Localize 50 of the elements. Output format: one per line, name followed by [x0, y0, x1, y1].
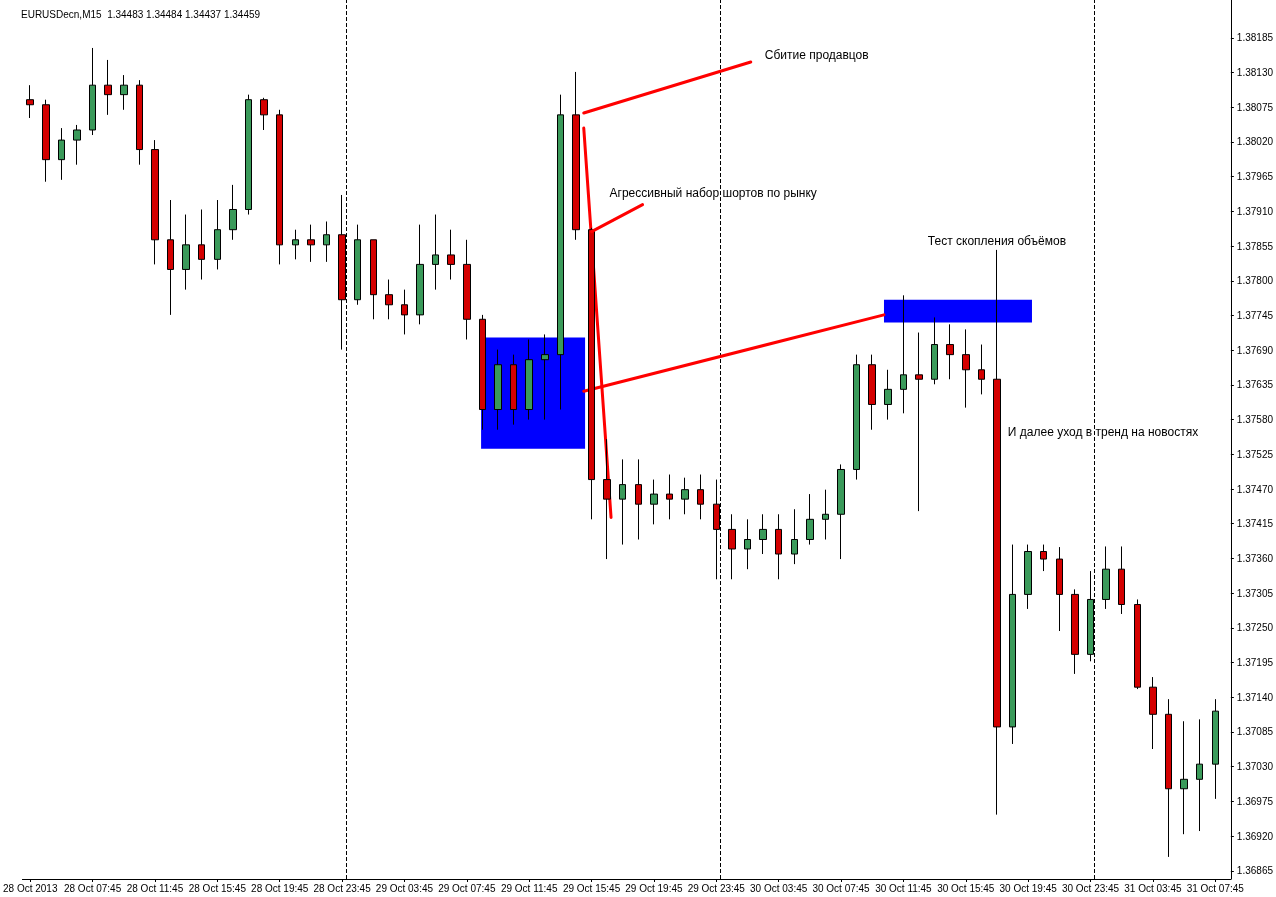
y-tick-label: 1.37305 — [1236, 587, 1274, 599]
y-tick-label: 1.37580 — [1236, 414, 1274, 426]
x-tick-label: 30 Oct 07:45 — [812, 882, 871, 894]
x-tick-label: 28 Oct 07:45 — [63, 882, 122, 894]
y-tick-label: 1.38130 — [1236, 67, 1274, 79]
annotation: Тест скопления объёмов — [927, 233, 1067, 248]
y-tick-label: 1.37745 — [1236, 310, 1274, 322]
x-tick-label: 28 Oct 15:45 — [188, 882, 247, 894]
y-tick-label: 1.36975 — [1236, 795, 1274, 807]
x-tick-label: 30 Oct 15:45 — [937, 882, 995, 894]
y-tick-label: 1.37140 — [1236, 691, 1274, 703]
y-tick-label: 1.37030 — [1236, 761, 1274, 773]
annotation: Сбитие продавцов — [764, 47, 869, 62]
y-tick-label: 1.38075 — [1236, 101, 1274, 113]
x-tick-label: 29 Oct 07:45 — [438, 882, 496, 894]
y-tick-label: 1.37910 — [1236, 205, 1274, 217]
x-tick-label: 29 Oct 23:45 — [687, 882, 746, 894]
x-tick-label: 28 Oct 2013 — [2, 882, 58, 894]
y-tick-label: 1.36865 — [1236, 865, 1274, 877]
y-tick-label: 1.37470 — [1236, 483, 1274, 495]
y-tick-label: 1.37085 — [1236, 726, 1274, 738]
annotation: И далее уход в тренд на новостях — [1007, 424, 1199, 439]
x-tick-label: 31 Oct 03:45 — [1124, 882, 1182, 894]
y-tick-label: 1.38185 — [1236, 32, 1274, 44]
y-tick-label: 1.38020 — [1236, 136, 1274, 148]
x-tick-label: 30 Oct 23:45 — [1061, 882, 1120, 894]
y-tick-label: 1.37525 — [1236, 448, 1274, 460]
x-tick-label: 28 Oct 11:45 — [126, 882, 184, 894]
x-tick-label: 28 Oct 23:45 — [313, 882, 372, 894]
x-tick-label: 30 Oct 19:45 — [999, 882, 1058, 894]
x-tick-label: 29 Oct 11:45 — [500, 882, 558, 894]
x-tick-label: 29 Oct 03:45 — [375, 882, 434, 894]
y-tick-label: 1.37800 — [1236, 275, 1274, 287]
x-tick-label: 31 Oct 07:45 — [1186, 882, 1245, 894]
y-tick-label: 1.36920 — [1236, 830, 1274, 842]
x-tick-label: 30 Oct 11:45 — [875, 882, 933, 894]
x-tick-label: 29 Oct 19:45 — [625, 882, 683, 894]
annotation: Агрессивный набор шортов по рынку — [609, 185, 817, 200]
y-tick-label: 1.37360 — [1236, 552, 1274, 564]
y-tick-label: 1.37635 — [1236, 379, 1274, 391]
x-tick-label: 28 Oct 19:45 — [251, 882, 309, 894]
y-tick-label: 1.37855 — [1236, 240, 1274, 252]
x-tick-label: 29 Oct 15:45 — [562, 882, 621, 894]
y-tick-label: 1.37690 — [1236, 344, 1274, 356]
text: EURUSDecn,M15 1.34483 1.34484 1.34437 1.34459 — [21, 8, 261, 20]
y-tick-label: 1.37415 — [1236, 518, 1274, 530]
y-tick-label: 1.37965 — [1236, 171, 1274, 183]
y-tick-label: 1.37195 — [1236, 657, 1274, 669]
x-tick-label: 30 Oct 03:45 — [750, 882, 808, 894]
y-tick-label: 1.37250 — [1236, 622, 1274, 634]
